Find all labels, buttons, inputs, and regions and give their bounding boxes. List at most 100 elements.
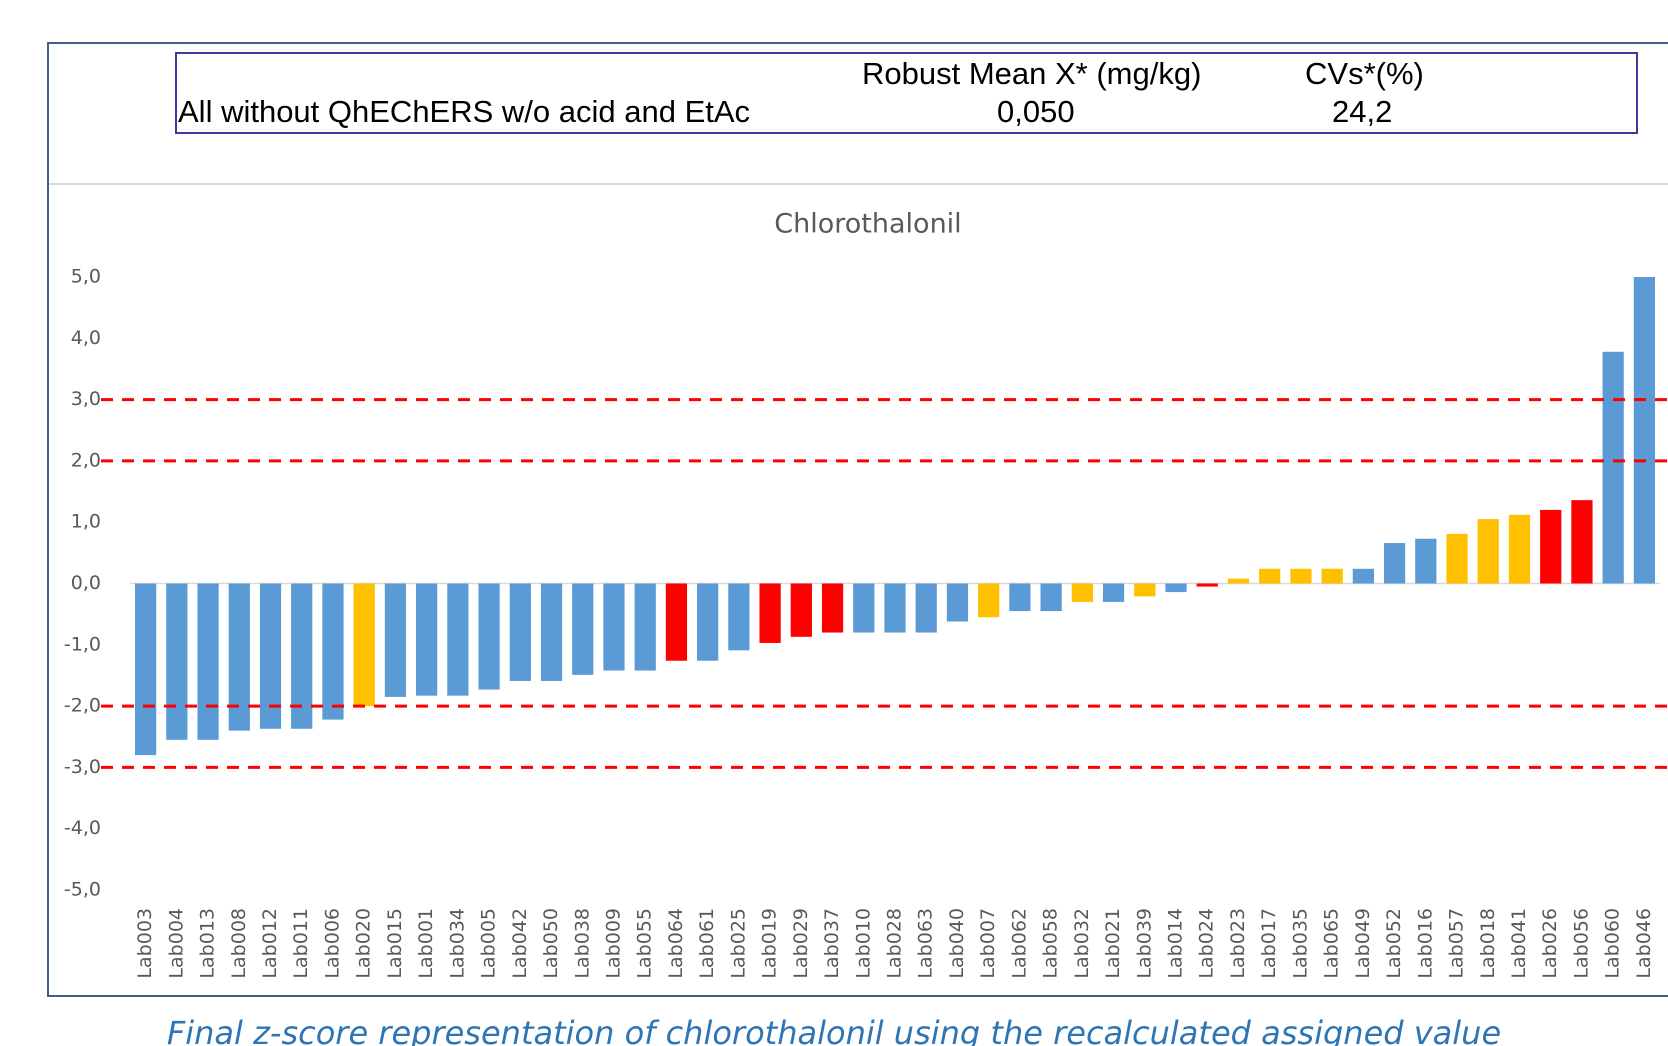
x-tick-label: Lab041 [1508, 908, 1530, 979]
bar [1508, 514, 1531, 584]
x-tick-label: Lab013 [197, 908, 219, 979]
bar [1165, 583, 1187, 593]
x-tick-label: Lab005 [478, 908, 500, 979]
x-tick-label: Lab010 [852, 908, 874, 979]
x-tick-label: Lab055 [634, 908, 656, 979]
bar [1196, 583, 1218, 587]
bar [1134, 583, 1156, 597]
x-tick-label: Lab007 [977, 908, 999, 979]
bar [759, 583, 781, 643]
x-tick-label: Lab065 [1321, 908, 1343, 979]
bar [291, 583, 313, 729]
bar [1352, 568, 1374, 584]
y-tick-label: -5,0 [64, 879, 101, 901]
x-tick-label: Lab021 [1102, 908, 1124, 979]
table-cell: All without QhEChERS w/o acid and EtAc [178, 94, 751, 129]
x-tick-label: Lab018 [1477, 908, 1499, 979]
x-tick-label: Lab004 [165, 908, 187, 979]
bar [790, 583, 812, 637]
x-tick-label: Lab057 [1446, 908, 1468, 979]
bar [821, 583, 844, 633]
bar [1540, 509, 1562, 584]
bar [634, 583, 656, 671]
x-tick-label: Lab008 [228, 908, 250, 979]
bar [134, 583, 157, 756]
x-tick-label: Lab011 [290, 908, 312, 979]
bar [416, 583, 438, 696]
x-tick-label: Lab062 [1008, 908, 1030, 979]
bar [259, 583, 282, 729]
x-tick-label: Lab037 [821, 908, 843, 979]
x-tick-label: Lab034 [446, 908, 468, 979]
chart: Chlorothalonil 5,0 4,0 3,0 2,0 1,0 0,0 -1,0 -2,… [49, 183, 1668, 979]
x-tick-label: Lab029 [790, 908, 812, 979]
x-tick-label: Lab042 [509, 908, 531, 979]
y-tick-label: -1,0 [64, 633, 101, 655]
x-tick-label: Lab064 [665, 908, 687, 979]
bar [946, 583, 969, 622]
y-tick-label: 2,0 [71, 449, 101, 471]
y-tick-label: 4,0 [71, 327, 101, 349]
x-tick-label: Lab035 [1289, 908, 1311, 979]
x-tick-label: Lab058 [1040, 908, 1062, 979]
x-tick-label: Lab026 [1539, 908, 1561, 979]
bar [1633, 277, 1656, 584]
bar [1477, 519, 1499, 584]
bar [1102, 583, 1125, 602]
bar [1602, 351, 1624, 584]
y-tick-label: -3,0 [64, 756, 101, 778]
bar [1009, 583, 1031, 612]
x-tick-label: Lab060 [1602, 908, 1624, 979]
y-tick-label: 3,0 [71, 388, 101, 410]
x-tick-label: Lab056 [1570, 908, 1592, 979]
x-tick-label: Lab009 [602, 908, 624, 979]
bar [853, 583, 875, 633]
x-tick-label: Lab012 [259, 908, 281, 979]
summary-table: Robust Mean X* (mg/kg) CVs*(%) All witho… [175, 52, 1638, 134]
bar [697, 583, 719, 661]
x-tick-label: Lab017 [1258, 908, 1280, 979]
table-header: CVs*(%) [1305, 56, 1424, 91]
x-tick-label: Lab020 [353, 908, 375, 979]
x-tick-label: Lab003 [134, 908, 156, 979]
y-tick-label: -2,0 [64, 695, 101, 717]
bar [478, 583, 500, 690]
bar [1415, 538, 1437, 584]
x-tick-label: Lab050 [540, 908, 562, 979]
bar [978, 583, 1000, 618]
x-tick-label: Lab025 [727, 908, 749, 979]
x-tick-label: Lab063 [915, 908, 937, 979]
x-tick-label: Lab006 [321, 908, 343, 979]
x-tick-label: Lab061 [696, 908, 718, 979]
bar [1259, 568, 1281, 584]
x-tick-label: Lab038 [571, 908, 593, 979]
bar [1571, 500, 1593, 584]
x-tick-label: Lab049 [1352, 908, 1374, 979]
table-header: Robust Mean X* (mg/kg) [862, 56, 1202, 91]
x-tick-label: Lab024 [1196, 908, 1218, 979]
x-tick-label: Lab015 [384, 908, 406, 979]
bar [1071, 583, 1093, 602]
bar [1383, 543, 1406, 584]
bar [665, 583, 688, 661]
bar [1290, 568, 1312, 584]
bar [197, 583, 219, 740]
chart-title: Chlorothalonil [774, 209, 961, 240]
y-tick-label: 0,0 [71, 572, 101, 594]
bar [884, 583, 906, 633]
bar [447, 583, 469, 696]
y-tick-label: -4,0 [64, 817, 101, 839]
x-tick-label: Lab032 [1071, 908, 1093, 979]
y-tick-label: 5,0 [71, 266, 101, 288]
bar [1227, 578, 1250, 584]
table-cell: 0,050 [997, 94, 1075, 129]
table-cell: 24,2 [1332, 94, 1393, 129]
bar [353, 583, 375, 707]
caption: Final z-score representation of chloroth… [166, 1014, 1502, 1046]
x-tick-label: Lab039 [1133, 908, 1155, 979]
x-tick-label: Lab028 [884, 908, 906, 979]
bar [915, 583, 937, 633]
x-tick-label: Lab019 [759, 908, 781, 979]
bar [1446, 533, 1468, 584]
